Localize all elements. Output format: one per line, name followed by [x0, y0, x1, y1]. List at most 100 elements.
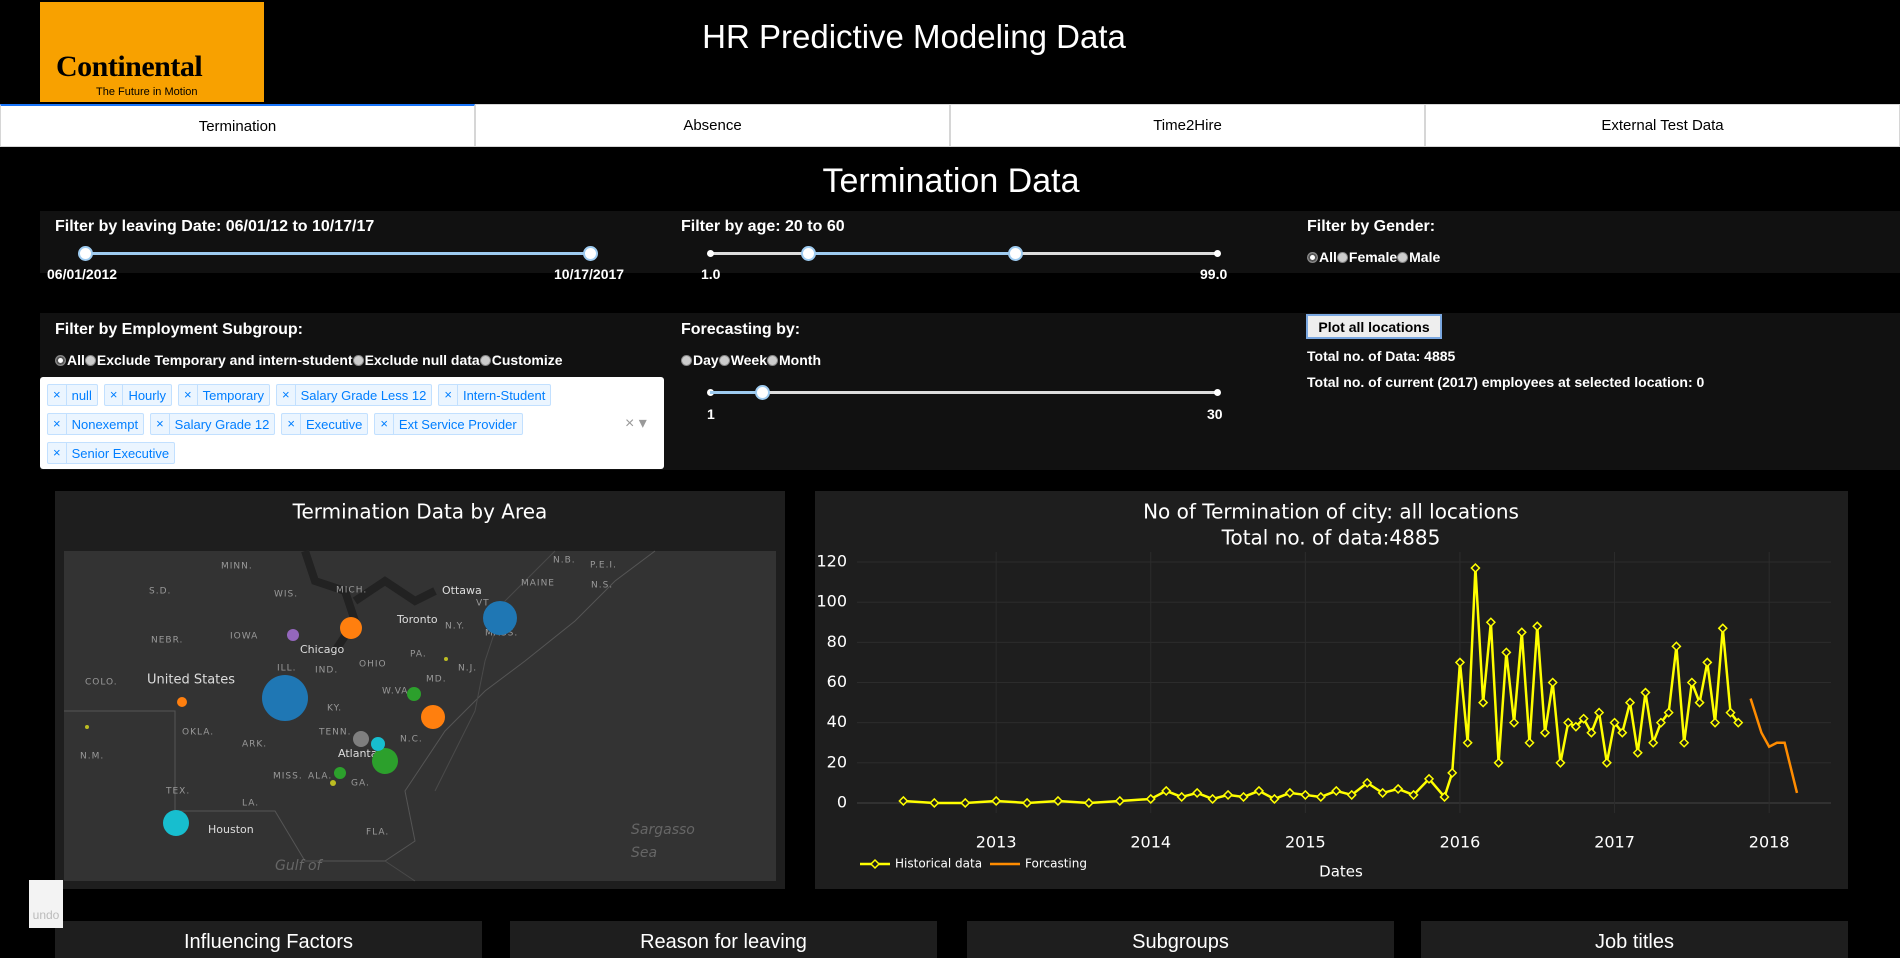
date-slider[interactable] [78, 246, 598, 261]
tab[interactable]: External Test Data [1425, 104, 1900, 147]
data-point[interactable] [960, 797, 971, 809]
radio-button[interactable] [1336, 251, 1348, 263]
bubble[interactable] [85, 725, 89, 729]
bubble[interactable] [334, 767, 346, 779]
data-point[interactable] [1609, 717, 1620, 728]
data-point[interactable] [1671, 641, 1682, 652]
slider-handle[interactable] [78, 246, 93, 261]
slider-handle[interactable] [583, 246, 598, 261]
data-point[interactable] [1176, 791, 1187, 802]
radio-option[interactable]: Week [718, 352, 767, 368]
legend-label[interactable]: Historical data [895, 857, 982, 871]
radio-option[interactable]: Day [681, 352, 719, 368]
data-point[interactable] [1022, 797, 1033, 809]
bubble[interactable] [372, 748, 398, 774]
radio-option[interactable]: Month [767, 352, 821, 368]
data-point[interactable] [1509, 717, 1520, 728]
bubble[interactable] [444, 657, 448, 661]
data-point[interactable] [1052, 795, 1064, 807]
data-point[interactable] [1679, 737, 1690, 748]
dropdown-controls[interactable]: × ▾ [625, 415, 647, 432]
data-point[interactable] [1594, 707, 1605, 718]
bubble[interactable] [340, 617, 362, 639]
data-point[interactable] [1493, 757, 1504, 768]
slider-handle[interactable] [801, 246, 817, 261]
data-point[interactable] [1470, 563, 1481, 574]
tab[interactable]: Time2Hire [950, 104, 1425, 147]
subgroup-dropdown[interactable]: null Hourly Temporary Salary Grade Less 12 I… [40, 377, 664, 469]
bubble[interactable] [287, 629, 299, 641]
legend-label[interactable]: Forcasting [1025, 857, 1087, 871]
data-point[interactable] [1733, 717, 1744, 728]
data-point[interactable] [1539, 727, 1551, 738]
radio-option[interactable]: Female [1336, 249, 1397, 265]
data-point[interactable] [1331, 785, 1342, 796]
radio-button[interactable] [681, 354, 692, 366]
data-point[interactable] [1717, 623, 1728, 634]
radio-option[interactable]: Male [1397, 249, 1440, 265]
data-point[interactable] [1114, 795, 1125, 807]
data-point[interactable] [898, 795, 909, 807]
data-point[interactable] [1632, 747, 1643, 758]
data-point[interactable] [1725, 707, 1736, 718]
radio-button[interactable] [1397, 251, 1409, 263]
data-point[interactable] [1145, 793, 1156, 805]
age-slider[interactable] [707, 246, 1221, 261]
radio-option[interactable]: Customize [479, 352, 563, 368]
plot-all-button[interactable]: Plot all locations [1306, 314, 1442, 339]
radio-button[interactable] [767, 354, 779, 366]
tag[interactable]: Hourly [103, 384, 173, 406]
bubble[interactable] [262, 675, 308, 721]
data-point[interactable] [1547, 677, 1558, 688]
data-point[interactable] [1702, 657, 1713, 668]
tag[interactable]: Temporary [178, 384, 271, 406]
data-point[interactable] [929, 797, 940, 809]
logo[interactable]: Continental The Future in Motion [40, 2, 264, 102]
data-point[interactable] [1362, 777, 1373, 788]
data-point[interactable] [1300, 789, 1311, 800]
tag[interactable]: Salary Grade 12 [150, 413, 276, 435]
radio-button[interactable] [718, 354, 730, 366]
radio-option[interactable]: Exclude Temporary and intern-student [84, 352, 353, 368]
tab[interactable]: Termination [0, 104, 475, 147]
slider-handle[interactable] [1008, 246, 1024, 261]
data-point[interactable] [1578, 713, 1589, 724]
data-point[interactable] [1284, 787, 1295, 798]
data-point[interactable] [1532, 621, 1543, 632]
data-point[interactable] [1423, 773, 1435, 784]
data-point[interactable] [1601, 757, 1612, 768]
data-point[interactable] [1161, 785, 1172, 796]
data-point[interactable] [1447, 767, 1458, 778]
data-point[interactable] [1570, 721, 1581, 732]
data-point[interactable] [1222, 789, 1234, 800]
slider-handle[interactable] [755, 385, 771, 400]
radio-button[interactable] [479, 354, 491, 366]
tag[interactable]: Executive [281, 413, 369, 435]
data-point[interactable] [1617, 727, 1628, 738]
data-point[interactable] [1393, 783, 1404, 794]
data-point[interactable] [1083, 797, 1094, 809]
bubble[interactable] [177, 697, 187, 707]
tag[interactable]: Intern-Student [438, 384, 552, 406]
undo-button[interactable]: undo [29, 880, 63, 928]
data-point[interactable] [1377, 787, 1388, 798]
data-point[interactable] [1586, 727, 1597, 738]
data-point[interactable] [1269, 793, 1280, 805]
data-point[interactable] [1648, 737, 1659, 748]
data-point[interactable] [1663, 707, 1674, 718]
data-point[interactable] [1207, 793, 1218, 805]
data-point[interactable] [1501, 647, 1512, 658]
tab[interactable]: Absence [475, 104, 950, 147]
data-point[interactable] [1192, 787, 1203, 798]
radio-option[interactable]: All [55, 352, 85, 368]
radio-option[interactable]: Exclude null data [352, 352, 480, 368]
tag[interactable]: Nonexempt [47, 413, 145, 435]
bubble[interactable] [407, 687, 421, 701]
data-point[interactable] [1694, 697, 1705, 708]
bubble[interactable] [421, 705, 445, 729]
tag[interactable]: Ext Service Provider [374, 413, 523, 435]
bubble[interactable] [371, 737, 385, 751]
data-point[interactable] [1655, 717, 1666, 728]
tag[interactable]: null [47, 384, 98, 406]
radio-button[interactable] [1307, 251, 1318, 263]
